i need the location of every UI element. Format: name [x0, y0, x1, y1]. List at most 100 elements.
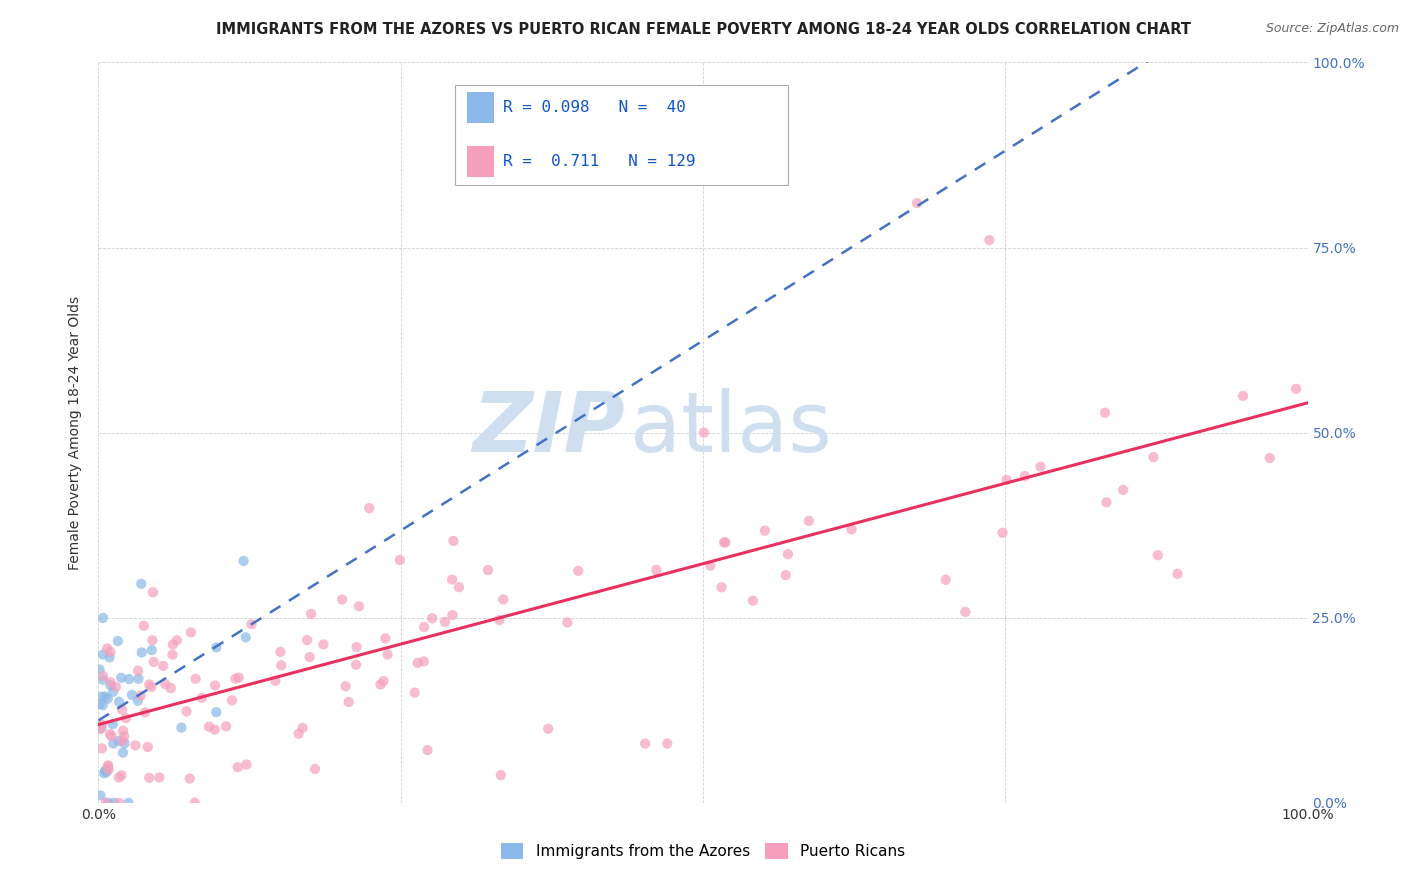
Point	[94, 796, 117, 810]
Point	[264, 673, 287, 688]
Point	[100, 678, 122, 692]
Point	[91, 698, 114, 713]
Point	[373, 674, 395, 689]
Point	[90, 717, 112, 731]
Point	[129, 577, 152, 591]
Point	[91, 611, 114, 625]
Point	[108, 796, 131, 810]
Point	[492, 592, 515, 607]
Point	[96, 765, 118, 780]
Point	[404, 685, 426, 699]
Point	[370, 677, 392, 691]
Point	[97, 691, 120, 706]
Point	[103, 737, 125, 751]
Point	[111, 702, 134, 716]
Point	[97, 796, 120, 810]
Point	[91, 673, 114, 687]
Point	[198, 720, 221, 734]
Point	[1146, 548, 1168, 562]
Point	[97, 763, 120, 777]
Point	[447, 580, 470, 594]
Point	[204, 679, 226, 693]
Point	[166, 633, 188, 648]
Point	[298, 650, 321, 665]
Point	[991, 525, 1014, 540]
Point	[110, 671, 132, 685]
Text: Source: ZipAtlas.com: Source: ZipAtlas.com	[1265, 22, 1399, 36]
Point	[100, 729, 122, 743]
Point	[136, 739, 159, 754]
Point	[657, 737, 679, 751]
Point	[693, 425, 716, 440]
Point	[1232, 389, 1254, 403]
Point	[100, 675, 122, 690]
Point	[132, 619, 155, 633]
Point	[1029, 459, 1052, 474]
Point	[1142, 450, 1164, 464]
Point	[713, 535, 735, 549]
Point	[312, 637, 335, 651]
Point	[330, 592, 353, 607]
Point	[270, 645, 292, 659]
Point	[955, 605, 977, 619]
Point	[270, 658, 292, 673]
Point	[699, 558, 721, 573]
Legend: Immigrants from the Azores, Puerto Ricans: Immigrants from the Azores, Puerto Rican…	[495, 838, 911, 865]
Point	[108, 771, 131, 785]
Point	[89, 663, 111, 677]
Point	[98, 727, 121, 741]
Point	[841, 522, 863, 536]
Point	[148, 771, 170, 785]
FancyBboxPatch shape	[467, 92, 494, 123]
Point	[176, 705, 198, 719]
Point	[441, 573, 464, 587]
Point	[359, 501, 381, 516]
Point	[935, 573, 957, 587]
Point	[90, 721, 112, 735]
Point	[170, 721, 193, 735]
Point	[111, 733, 134, 747]
Point	[299, 607, 322, 621]
Point	[346, 640, 368, 654]
FancyBboxPatch shape	[456, 85, 787, 185]
Point	[413, 655, 436, 669]
Point	[191, 690, 214, 705]
Point	[347, 599, 370, 614]
Point	[107, 634, 129, 648]
Point	[118, 672, 141, 686]
Point	[91, 648, 114, 662]
Point	[97, 760, 120, 774]
Point	[489, 768, 512, 782]
Point	[131, 645, 153, 659]
Point	[94, 690, 117, 704]
Point	[215, 719, 238, 733]
Point	[162, 648, 184, 662]
Point	[742, 593, 765, 607]
Text: atlas: atlas	[630, 388, 832, 469]
Point	[477, 563, 499, 577]
Point	[121, 688, 143, 702]
Point	[179, 772, 201, 786]
Point	[184, 672, 207, 686]
Point	[420, 611, 443, 625]
Text: R =  0.711   N = 129: R = 0.711 N = 129	[503, 154, 696, 169]
Point	[89, 789, 111, 803]
Point	[152, 659, 174, 673]
Point	[97, 758, 120, 772]
Point	[287, 727, 309, 741]
Point	[108, 695, 131, 709]
Point	[134, 706, 156, 720]
Point	[101, 685, 124, 699]
Point	[754, 152, 776, 166]
Point	[797, 514, 820, 528]
Point	[1112, 483, 1135, 497]
Point	[1166, 566, 1188, 581]
Point	[374, 632, 396, 646]
FancyBboxPatch shape	[467, 146, 494, 178]
Point	[235, 631, 257, 645]
Point	[235, 757, 257, 772]
Point	[714, 535, 737, 549]
Point	[94, 763, 117, 777]
Point	[228, 671, 250, 685]
Point	[111, 746, 134, 760]
